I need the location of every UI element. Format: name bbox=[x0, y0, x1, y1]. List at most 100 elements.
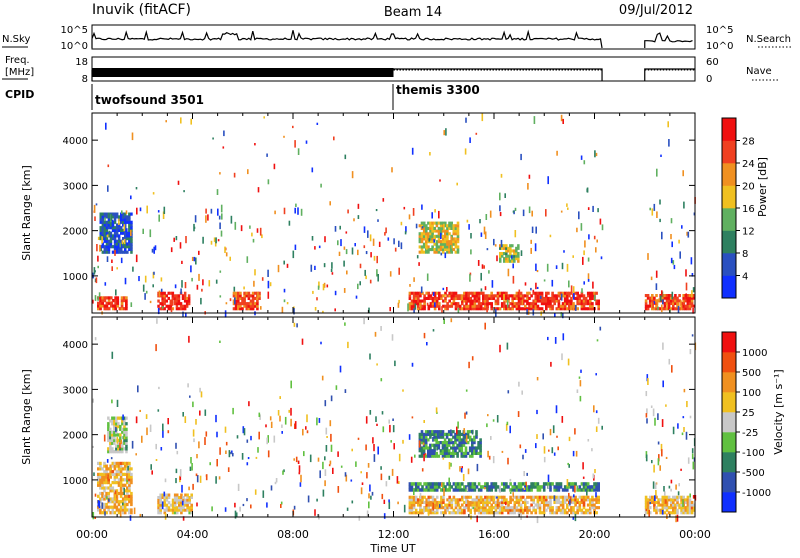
heatmap-cell bbox=[421, 299, 424, 303]
heatmap-cell bbox=[456, 237, 460, 241]
heatmap-speck bbox=[98, 500, 101, 509]
heatmap-cell bbox=[582, 488, 586, 492]
heatmap-speck bbox=[434, 510, 436, 514]
heatmap-cell bbox=[112, 304, 115, 308]
heatmap-speck bbox=[552, 425, 555, 434]
heatmap-cell bbox=[442, 485, 445, 489]
heatmap-cell bbox=[438, 304, 441, 308]
heatmap-cell bbox=[107, 478, 110, 482]
heatmap-cell bbox=[521, 294, 525, 298]
heatmap-cell bbox=[519, 511, 523, 515]
heatmap-cell bbox=[446, 234, 449, 238]
heatmap-cell bbox=[177, 296, 181, 300]
heatmap-cell bbox=[419, 488, 422, 492]
heatmap-cell bbox=[549, 495, 552, 499]
heatmap-speck bbox=[283, 135, 285, 138]
heatmap-cell bbox=[461, 482, 464, 486]
heatmap-cell bbox=[690, 299, 694, 303]
heatmap-cell bbox=[433, 503, 437, 507]
heatmap-cell bbox=[107, 450, 110, 454]
heatmap-cell bbox=[111, 508, 115, 512]
heatmap-speck bbox=[422, 442, 425, 446]
heatmap-cell bbox=[412, 291, 416, 295]
heatmap-cell bbox=[442, 495, 445, 499]
heatmap-speck bbox=[421, 226, 424, 229]
heatmap-speck bbox=[484, 487, 486, 490]
heatmap-cell bbox=[505, 485, 508, 489]
heatmap-speck bbox=[325, 445, 328, 452]
heatmap-cell bbox=[109, 239, 113, 243]
heatmap-cell bbox=[672, 511, 675, 515]
heatmap-cell bbox=[245, 307, 249, 311]
freq-label: Freq. bbox=[5, 55, 30, 66]
heatmap-cell bbox=[559, 291, 563, 295]
heatmap-cell bbox=[545, 508, 548, 512]
heatmap-speck bbox=[380, 378, 383, 382]
heatmap-cell bbox=[429, 232, 432, 236]
heatmap-speck bbox=[431, 212, 433, 219]
heatmap-speck bbox=[536, 286, 539, 289]
heatmap-speck bbox=[504, 193, 506, 198]
heatmap-speck bbox=[246, 498, 248, 502]
heatmap-cell bbox=[482, 500, 485, 504]
heatmap-cell bbox=[498, 291, 502, 295]
heatmap-speck bbox=[210, 208, 213, 214]
heatmap-cell bbox=[492, 294, 496, 298]
heatmap-cell bbox=[410, 304, 414, 308]
heatmap-speck bbox=[507, 390, 510, 394]
heatmap-cell bbox=[452, 508, 456, 512]
heatmap-cell bbox=[545, 302, 548, 306]
heatmap-cell bbox=[103, 505, 106, 509]
heatmap-speck bbox=[314, 246, 316, 250]
heatmap-cell bbox=[247, 294, 251, 298]
heatmap-cell bbox=[113, 438, 116, 443]
heatmap-cell bbox=[528, 291, 531, 295]
heatmap-cell bbox=[122, 299, 126, 303]
heatmap-cell bbox=[121, 444, 124, 448]
heatmap-cell bbox=[511, 506, 514, 510]
heatmap-speck bbox=[551, 279, 554, 287]
heatmap-cell bbox=[469, 482, 472, 486]
heatmap-cell bbox=[414, 294, 418, 298]
heatmap-speck bbox=[300, 208, 303, 216]
heatmap-cell bbox=[435, 443, 438, 447]
heatmap-cell bbox=[419, 299, 422, 303]
heatmap-cell bbox=[408, 506, 412, 510]
heatmap-cell bbox=[118, 307, 122, 311]
heatmap-cell bbox=[669, 301, 673, 305]
heatmap-cell bbox=[119, 461, 123, 465]
heatmap-speck bbox=[263, 116, 265, 119]
heatmap-cell bbox=[448, 511, 451, 515]
heatmap-cell bbox=[447, 441, 451, 445]
heatmap-cell bbox=[526, 307, 529, 311]
heatmap-cell bbox=[119, 505, 123, 509]
heatmap-cell bbox=[124, 228, 127, 232]
heatmap-speck bbox=[465, 389, 468, 392]
heatmap-cell bbox=[103, 478, 106, 482]
heatmap-speck bbox=[302, 428, 304, 436]
heatmap-cell bbox=[111, 430, 114, 434]
heatmap-cell bbox=[551, 299, 554, 303]
heatmap-cell bbox=[446, 226, 449, 230]
heatmap-cell bbox=[557, 291, 561, 295]
heatmap-cell bbox=[532, 307, 535, 311]
heatmap-cell bbox=[437, 237, 441, 241]
heatmap-speck bbox=[397, 501, 399, 505]
heatmap-cell bbox=[107, 215, 111, 219]
heatmap-cell bbox=[113, 228, 117, 232]
heatmap-cell bbox=[180, 506, 183, 510]
heatmap-cell bbox=[114, 296, 117, 300]
heatmap-cell bbox=[175, 493, 179, 497]
heatmap-speck bbox=[191, 256, 194, 261]
heatmap-cell bbox=[107, 218, 111, 222]
heatmap-cell bbox=[171, 506, 175, 510]
heatmap-cell bbox=[509, 482, 512, 486]
heatmap-speck bbox=[184, 416, 187, 423]
heatmap-cell bbox=[477, 482, 481, 486]
heatmap-cell bbox=[115, 450, 118, 454]
heatmap-speck bbox=[398, 267, 400, 275]
heatmap-cell bbox=[119, 483, 123, 487]
heatmap-cell bbox=[120, 301, 124, 305]
heatmap-cell bbox=[528, 302, 531, 306]
heatmap-cell bbox=[471, 503, 475, 507]
